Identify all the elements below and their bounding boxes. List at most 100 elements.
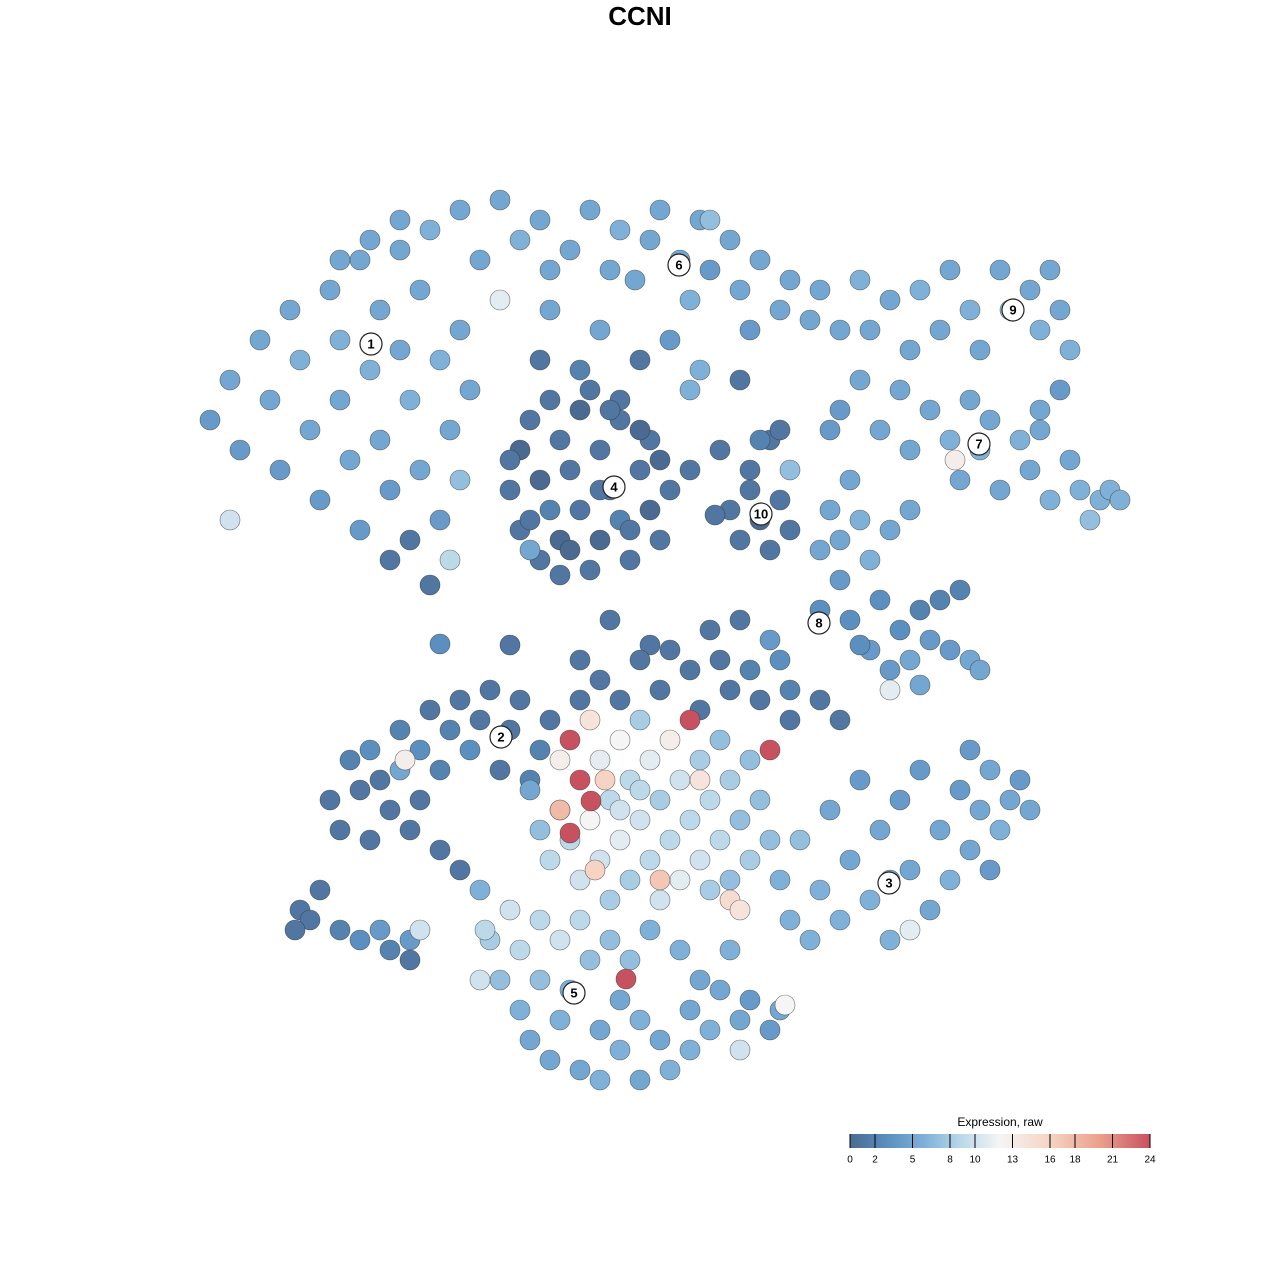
point bbox=[499, 634, 521, 656]
cluster-label: 3 bbox=[885, 875, 892, 890]
point bbox=[459, 739, 481, 761]
point bbox=[579, 949, 601, 971]
point bbox=[649, 529, 671, 551]
point bbox=[709, 729, 731, 751]
point bbox=[569, 869, 591, 891]
cluster-badge bbox=[749, 502, 773, 526]
point bbox=[959, 299, 981, 321]
point bbox=[329, 329, 351, 351]
point bbox=[399, 949, 421, 971]
point bbox=[679, 999, 701, 1021]
point bbox=[329, 249, 351, 271]
point bbox=[799, 929, 821, 951]
point bbox=[779, 709, 801, 731]
point bbox=[689, 769, 711, 791]
point bbox=[639, 849, 661, 871]
point bbox=[769, 299, 791, 321]
point bbox=[584, 859, 606, 881]
point bbox=[969, 799, 991, 821]
point bbox=[869, 419, 891, 441]
point bbox=[589, 529, 611, 551]
point bbox=[939, 639, 961, 661]
point bbox=[319, 789, 341, 811]
point bbox=[919, 399, 941, 421]
point bbox=[489, 969, 511, 991]
point bbox=[359, 229, 381, 251]
point bbox=[689, 969, 711, 991]
point bbox=[474, 919, 496, 941]
cluster-label: 1 bbox=[367, 336, 374, 351]
point bbox=[809, 689, 831, 711]
point bbox=[739, 479, 761, 501]
cluster-badge bbox=[602, 475, 626, 499]
point bbox=[329, 919, 351, 941]
point bbox=[659, 329, 681, 351]
point bbox=[659, 1059, 681, 1081]
point bbox=[469, 709, 491, 731]
point bbox=[879, 679, 901, 701]
point bbox=[629, 349, 651, 371]
colorbar-tick-label: 18 bbox=[1069, 1155, 1081, 1166]
point bbox=[779, 519, 801, 541]
point bbox=[219, 369, 241, 391]
point bbox=[899, 499, 921, 521]
point bbox=[615, 968, 637, 990]
point bbox=[629, 649, 651, 671]
point bbox=[579, 379, 601, 401]
point bbox=[719, 869, 741, 891]
point bbox=[409, 919, 431, 941]
colorbar-ticks: 0 2 5 8 10 13 16 18 21 24 bbox=[847, 1134, 1156, 1166]
point bbox=[389, 719, 411, 741]
point bbox=[709, 979, 731, 1001]
point bbox=[539, 499, 561, 521]
point bbox=[699, 879, 721, 901]
point bbox=[1109, 489, 1131, 511]
point bbox=[389, 339, 411, 361]
point bbox=[349, 519, 371, 541]
point bbox=[709, 649, 731, 671]
point bbox=[799, 309, 821, 331]
point bbox=[279, 299, 301, 321]
colorbar bbox=[850, 1134, 1150, 1148]
point bbox=[739, 319, 761, 341]
point bbox=[199, 409, 221, 431]
point bbox=[759, 739, 781, 761]
point bbox=[619, 519, 641, 541]
point bbox=[749, 429, 771, 451]
point bbox=[689, 849, 711, 871]
point bbox=[319, 279, 341, 301]
point bbox=[929, 589, 951, 611]
point bbox=[559, 459, 581, 481]
point bbox=[599, 399, 621, 421]
point bbox=[959, 739, 981, 761]
point bbox=[899, 439, 921, 461]
point bbox=[439, 719, 461, 741]
point bbox=[769, 419, 791, 441]
point bbox=[329, 389, 351, 411]
point bbox=[399, 529, 421, 551]
cluster-label: 7 bbox=[975, 436, 982, 451]
point bbox=[609, 219, 631, 241]
cluster-badge bbox=[877, 871, 901, 895]
point bbox=[839, 469, 861, 491]
point bbox=[779, 269, 801, 291]
point bbox=[429, 509, 451, 531]
point bbox=[489, 759, 511, 781]
point bbox=[899, 859, 921, 881]
point bbox=[649, 679, 671, 701]
point bbox=[219, 509, 241, 531]
point bbox=[529, 469, 551, 491]
point bbox=[749, 689, 771, 711]
cluster-label: 9 bbox=[1009, 302, 1016, 317]
point bbox=[649, 199, 671, 221]
point bbox=[259, 389, 281, 411]
point bbox=[619, 869, 641, 891]
point bbox=[719, 939, 741, 961]
point bbox=[719, 769, 741, 791]
point bbox=[529, 909, 551, 931]
point bbox=[569, 909, 591, 931]
point bbox=[969, 339, 991, 361]
cluster-badge bbox=[359, 332, 383, 356]
point bbox=[399, 819, 421, 841]
